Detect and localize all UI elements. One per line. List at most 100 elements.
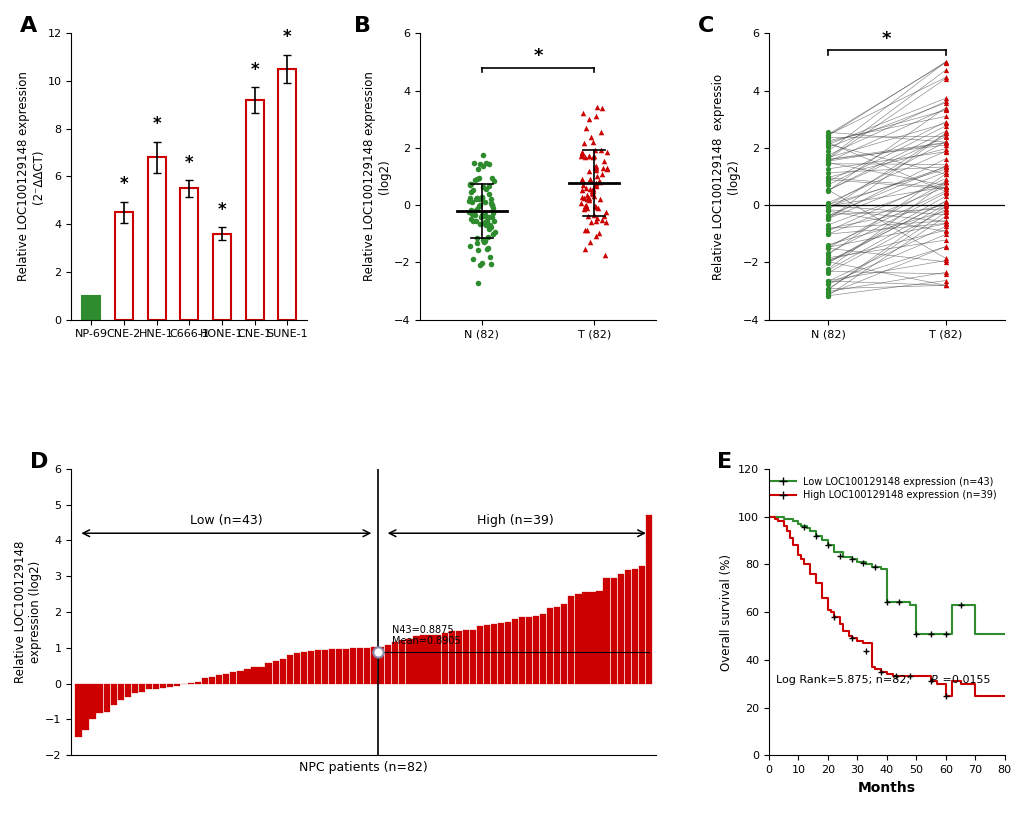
Point	[581, 172, 597, 185]
High LOC100129148 expression (n=39)	[909, 671, 921, 681]
Low LOC100129148 expression (n=43)	[851, 557, 863, 567]
Point	[574, 183, 590, 197]
Point	[587, 230, 603, 243]
Bar	[131, 684, 138, 692]
Point	[819, 149, 836, 162]
Point	[466, 205, 482, 218]
High LOC100129148 expression (n=39)	[868, 664, 880, 674]
Bar	[216, 675, 222, 684]
Text: *: *	[184, 154, 194, 172]
Bar	[638, 566, 644, 684]
Point	[936, 102, 953, 115]
Point	[819, 251, 836, 265]
Point	[819, 136, 836, 149]
Point	[469, 203, 485, 216]
Point	[482, 251, 498, 264]
Point	[574, 178, 590, 191]
Point	[936, 139, 953, 152]
Bar	[328, 649, 334, 684]
Bar	[103, 684, 110, 712]
Point	[586, 200, 602, 213]
Low LOC100129148 expression (n=43)	[895, 598, 907, 608]
Bar	[610, 578, 616, 684]
Point	[819, 151, 836, 164]
Bar	[117, 684, 123, 700]
Point	[819, 277, 836, 290]
Bar	[335, 649, 341, 684]
Bar	[213, 234, 230, 320]
Bar	[110, 684, 116, 706]
Point	[587, 178, 603, 192]
Point	[586, 149, 602, 163]
Point	[936, 110, 953, 123]
Point	[594, 161, 610, 174]
Point	[463, 212, 479, 226]
Point	[819, 125, 836, 139]
Point	[936, 227, 953, 241]
Point	[819, 204, 836, 217]
Point	[461, 191, 477, 204]
Point	[470, 244, 486, 257]
Point	[936, 145, 953, 159]
High LOC100129148 expression (n=39)	[803, 569, 815, 579]
Point	[936, 240, 953, 253]
Point	[819, 289, 836, 302]
Point	[482, 221, 498, 234]
Point	[936, 124, 953, 138]
Bar	[97, 684, 103, 713]
Point	[474, 233, 490, 247]
Low LOC100129148 expression (n=43)	[998, 628, 1010, 638]
Point	[477, 218, 493, 232]
Point	[476, 236, 492, 249]
Point	[477, 183, 493, 196]
Point	[936, 71, 953, 84]
Point	[577, 223, 593, 237]
Point	[472, 217, 488, 230]
Point	[479, 231, 495, 244]
Point	[580, 149, 596, 162]
Bar	[180, 188, 198, 320]
Bar	[575, 594, 581, 684]
Point	[579, 193, 595, 206]
Point	[819, 274, 836, 287]
Point	[588, 169, 604, 183]
Bar	[202, 678, 208, 684]
Low LOC100129148 expression (n=43)	[938, 628, 951, 638]
Point	[369, 645, 385, 658]
Bar	[540, 614, 546, 684]
Point	[819, 199, 836, 212]
Point	[480, 222, 496, 235]
Bar	[526, 617, 532, 684]
Point	[819, 256, 836, 270]
Point	[591, 175, 607, 188]
Point	[819, 171, 836, 184]
Bar	[265, 662, 271, 684]
Point	[936, 101, 953, 115]
Point	[936, 266, 953, 279]
Point	[580, 149, 596, 163]
Text: P: P	[929, 675, 936, 685]
Point	[481, 220, 497, 233]
Point	[470, 163, 486, 176]
Point	[936, 184, 953, 198]
Bar	[385, 645, 391, 684]
Point	[936, 158, 953, 171]
Point	[936, 199, 953, 212]
Point	[819, 227, 836, 241]
Point	[582, 130, 598, 144]
High LOC100129148 expression (n=39)	[879, 669, 892, 679]
High LOC100129148 expression (n=39)	[762, 511, 774, 521]
Point	[819, 238, 836, 251]
Point	[819, 154, 836, 168]
Point	[485, 227, 501, 241]
Bar	[497, 622, 503, 684]
Point	[586, 161, 602, 174]
Point	[460, 194, 476, 208]
Point	[474, 191, 490, 204]
Bar	[160, 684, 166, 687]
Bar	[279, 659, 285, 684]
Bar	[413, 636, 419, 684]
Bar	[398, 640, 406, 684]
Point	[819, 200, 836, 213]
Point	[936, 120, 953, 133]
